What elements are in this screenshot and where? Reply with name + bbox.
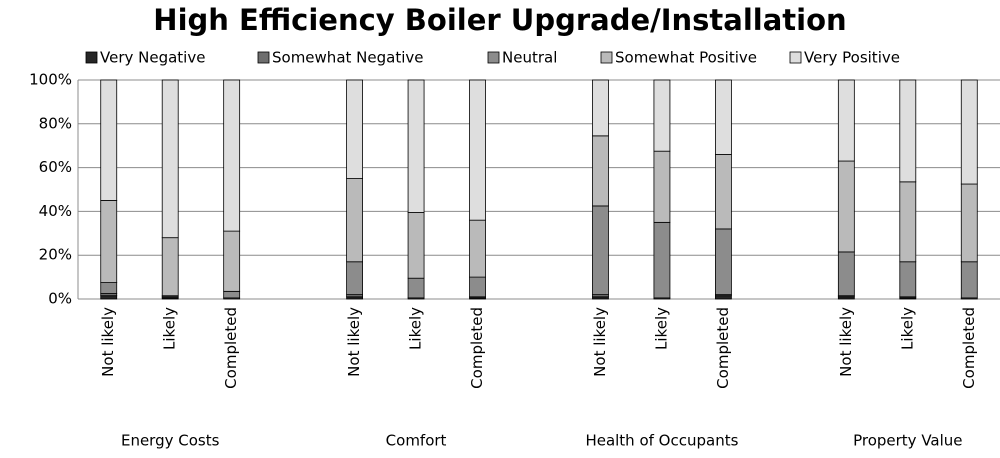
group-label: Health of Occupants xyxy=(585,432,738,450)
bar-segment xyxy=(837,160,855,253)
bar-segment xyxy=(223,79,241,232)
bar-segment xyxy=(715,154,732,230)
bar-segment xyxy=(592,205,609,296)
chart-title: High Efficiency Boiler Upgrade/Installat… xyxy=(153,3,846,37)
y-tick-label: 100% xyxy=(29,71,72,89)
bar-segment xyxy=(161,237,179,297)
bar-segment xyxy=(100,200,118,283)
x-tick-label: Likely xyxy=(161,307,179,350)
bar-segment xyxy=(837,251,855,297)
bar-segment xyxy=(407,277,425,299)
bar-segment xyxy=(469,219,486,278)
bar-segment xyxy=(837,79,855,162)
legend-label: Very Positive xyxy=(804,49,900,67)
bar-segment xyxy=(346,261,364,296)
legend-label: Neutral xyxy=(502,49,557,67)
legend-swatch xyxy=(789,51,802,64)
bar-segment xyxy=(161,79,179,239)
bar-segment xyxy=(346,178,364,263)
legend-label: Very Negative xyxy=(100,49,205,67)
x-tick-label: Likely xyxy=(898,307,916,350)
y-tick-label: 40% xyxy=(39,202,72,220)
x-tick-label: Not likely xyxy=(837,307,855,377)
group-label: Property Value xyxy=(853,432,962,450)
bar-segment xyxy=(899,181,917,263)
bar-segment xyxy=(407,79,425,213)
legend-swatch xyxy=(600,51,613,64)
x-tick-label: Likely xyxy=(407,307,425,350)
bar-segment xyxy=(653,79,671,152)
bar-segment xyxy=(960,79,978,185)
bar-segment xyxy=(653,150,671,223)
bar-segment xyxy=(592,135,609,207)
bar-segment xyxy=(223,230,241,292)
bar-segment xyxy=(100,295,118,300)
bar-segment xyxy=(100,79,118,201)
legend-label: Somewhat Positive xyxy=(615,49,757,67)
y-tick-label: 0% xyxy=(48,290,72,308)
x-tick-label: Completed xyxy=(714,307,732,389)
bar-segment xyxy=(469,79,486,221)
group-label: Comfort xyxy=(386,432,447,450)
legend-swatch xyxy=(487,51,500,64)
bar-segment xyxy=(407,212,425,279)
bar-segment xyxy=(899,261,917,298)
bar-segment xyxy=(960,261,978,299)
x-tick-label: Completed xyxy=(960,307,978,389)
y-tick-label: 80% xyxy=(39,114,72,132)
bar-segment xyxy=(592,79,609,137)
x-tick-label: Not likely xyxy=(345,307,363,377)
legend-swatch xyxy=(85,51,98,64)
bar-segment xyxy=(715,295,732,300)
x-tick-label: Not likely xyxy=(591,307,609,377)
bar-segment xyxy=(100,282,118,294)
bar-segment xyxy=(715,228,732,296)
legend-label: Somewhat Negative xyxy=(272,49,423,67)
bar-segment xyxy=(469,276,486,298)
bar-segment xyxy=(899,79,917,183)
bar-segment xyxy=(960,183,978,263)
x-tick-label: Completed xyxy=(468,307,486,389)
y-tick-label: 20% xyxy=(39,246,72,264)
x-tick-label: Likely xyxy=(652,307,670,350)
x-tick-label: Completed xyxy=(222,307,240,389)
x-tick-label: Not likely xyxy=(99,307,117,377)
bar-segment xyxy=(715,79,732,155)
legend-swatch xyxy=(257,51,270,64)
bar-segment xyxy=(223,290,241,299)
bar-segment xyxy=(346,79,364,179)
bar-segment xyxy=(653,221,671,299)
y-tick-label: 60% xyxy=(39,158,72,176)
group-label: Energy Costs xyxy=(121,432,220,450)
